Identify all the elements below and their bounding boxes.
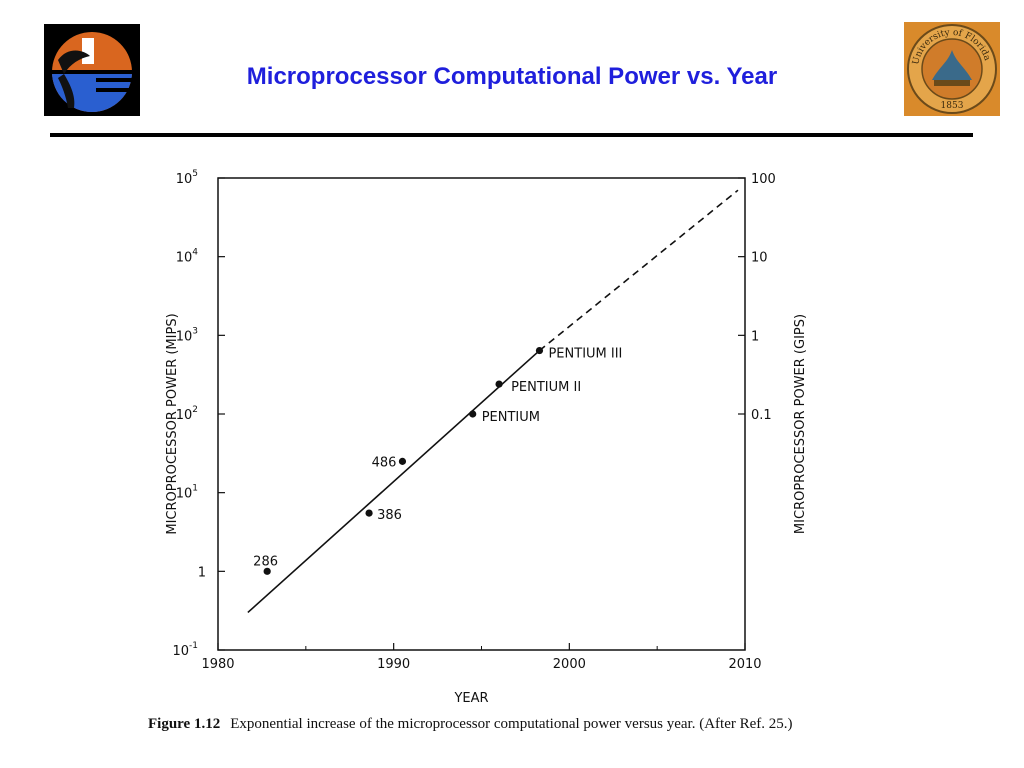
x-axis-label: YEAR (453, 691, 488, 706)
data-point (263, 567, 271, 575)
data-point-label: 386 (377, 508, 402, 523)
trend-line-solid (247, 349, 541, 614)
y2-tick-label: 10 (751, 251, 768, 266)
y-tick-label: 1 (198, 565, 206, 580)
slide-title: Microprocessor Computational Power vs. Y… (246, 63, 778, 90)
y2-tick-label: 100 (751, 172, 776, 187)
figure-caption-text: Exponential increase of the microprocess… (230, 716, 793, 732)
data-point-label: PENTIUM II (511, 380, 581, 395)
data-point-label: 286 (253, 554, 278, 569)
florida-gator-logo-icon (44, 24, 140, 116)
university-seal: University of Florida 1853 (904, 22, 1000, 116)
y-tick-label: 103 (176, 326, 198, 344)
data-point (365, 509, 373, 517)
data-point-label: PENTIUM (482, 410, 540, 425)
figure-caption: Figure 1.12 Exponential increase of the m… (148, 714, 838, 734)
x-tick-label: 2000 (553, 657, 586, 672)
x-tick-label: 2010 (728, 657, 761, 672)
gator-logo (44, 24, 140, 116)
y2-axis-label: MICROPROCESSOR POWER (GIPS) (793, 314, 808, 534)
y-tick-label: 104 (176, 248, 199, 266)
data-point-label: PENTIUM III (548, 347, 622, 362)
y2-tick-label: 1 (751, 329, 759, 344)
seal-year: 1853 (941, 101, 964, 111)
power-vs-year-chart: 1980 1990 2000 2010105104103102101110-11001… (165, 169, 808, 706)
title-divider (50, 133, 973, 137)
data-point (469, 410, 477, 418)
y-tick-label: 105 (176, 169, 198, 187)
y-tick-label: 102 (176, 405, 198, 423)
data-point-label: 486 (372, 455, 397, 470)
data-point (495, 380, 503, 388)
university-of-florida-seal-icon: University of Florida 1853 (904, 22, 1000, 116)
data-point (535, 346, 544, 355)
x-tick-label: 1990 (377, 657, 410, 672)
y-tick-label: 10-1 (172, 641, 198, 659)
y-tick-label: 101 (176, 484, 198, 502)
y-axis-label: MICROPROCESSOR POWER (MIPS) (165, 313, 180, 534)
x-tick-label: 1980 (201, 657, 234, 672)
trend-line-dashed (538, 189, 739, 352)
data-point (398, 457, 407, 465)
y2-tick-label: 0.1 (751, 408, 772, 423)
figure-label: Figure 1.12 (148, 716, 221, 732)
